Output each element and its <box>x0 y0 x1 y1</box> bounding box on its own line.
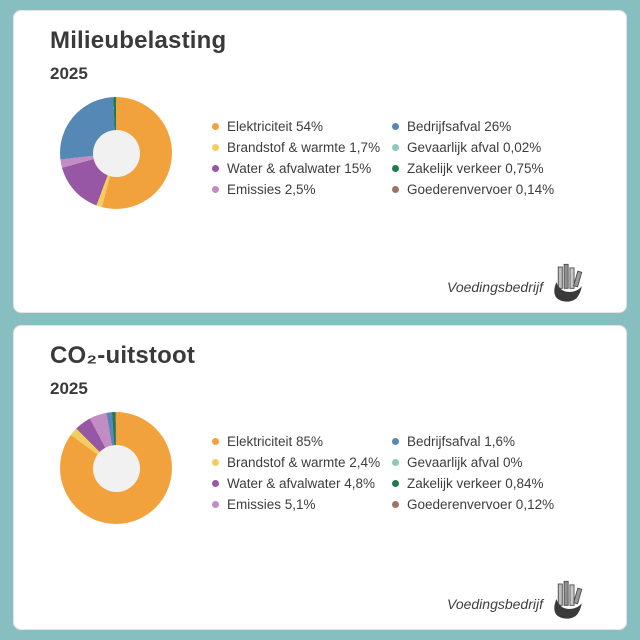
legend-label: Brandstof & warmte 2,4% <box>227 455 381 470</box>
legend-swatch-icon <box>212 501 219 508</box>
brand: Voedingsbedrijf <box>447 580 584 625</box>
legend-row: Gevaarlijk afval 0,02% <box>392 137 572 158</box>
legend-label: Gevaarlijk afval 0,02% <box>407 140 542 155</box>
milieubelasting-card: Milieubelasting 2025 Elektriciteit 54% B… <box>13 10 627 313</box>
legend-label: Water & afvalwater 4,8% <box>227 476 376 491</box>
hand-logo-icon <box>554 580 583 619</box>
brand-logo <box>552 580 584 625</box>
brand-name: Voedingsbedrijf <box>447 279 543 295</box>
legend-swatch-icon <box>392 144 399 151</box>
legend-swatch-icon <box>392 480 399 487</box>
legend-row: Elektriciteit 85% <box>212 431 392 452</box>
legend-row: Emissies 2,5% <box>212 179 392 200</box>
legend-row: Bedrijfsafval 1,6% <box>392 431 572 452</box>
legend-label: Emissies 5,1% <box>227 497 316 512</box>
legend-label: Bedrijfsafval 26% <box>407 119 512 134</box>
donut-chart <box>60 97 172 209</box>
card-year: 2025 <box>50 379 88 398</box>
legend-swatch-icon <box>212 480 219 487</box>
legend-row: Elektriciteit 54% <box>212 116 392 137</box>
legend: Elektriciteit 54% Brandstof & warmte 1,7… <box>212 116 572 200</box>
legend-swatch-icon <box>392 438 399 445</box>
legend-swatch-icon <box>212 144 219 151</box>
donut-hole <box>92 444 140 492</box>
legend-label: Goederenvervoer 0,12% <box>407 497 555 512</box>
donut-hole <box>92 129 140 177</box>
legend-swatch-icon <box>392 186 399 193</box>
donut-chart <box>60 412 172 524</box>
legend-label: Emissies 2,5% <box>227 182 316 197</box>
legend: Elektriciteit 85% Brandstof & warmte 2,4… <box>212 431 572 515</box>
legend-row: Zakelijk verkeer 0,84% <box>392 473 572 494</box>
legend-label: Brandstof & warmte 1,7% <box>227 140 381 155</box>
legend-row: Brandstof & warmte 1,7% <box>212 137 392 158</box>
legend-swatch-icon <box>392 123 399 130</box>
legend-row: Goederenvervoer 0,14% <box>392 179 572 200</box>
brand-name: Voedingsbedrijf <box>447 596 543 612</box>
legend-label: Bedrijfsafval 1,6% <box>407 434 516 449</box>
legend-swatch-icon <box>392 459 399 466</box>
legend-label: Zakelijk verkeer 0,84% <box>407 476 544 491</box>
legend-row: Zakelijk verkeer 0,75% <box>392 158 572 179</box>
legend-label: Elektriciteit 85% <box>227 434 324 449</box>
card-year: 2025 <box>50 64 88 83</box>
legend-label: Zakelijk verkeer 0,75% <box>407 161 544 176</box>
legend-column: Elektriciteit 54% Brandstof & warmte 1,7… <box>212 116 392 200</box>
legend-column: Bedrijfsafval 1,6% Gevaarlijk afval 0% Z… <box>392 431 572 515</box>
legend-swatch-icon <box>392 165 399 172</box>
legend-label: Gevaarlijk afval 0% <box>407 455 523 470</box>
legend-label: Goederenvervoer 0,14% <box>407 182 555 197</box>
legend-label: Elektriciteit 54% <box>227 119 324 134</box>
legend-column: Elektriciteit 85% Brandstof & warmte 2,4… <box>212 431 392 515</box>
hand-logo-icon <box>554 263 583 302</box>
card-title: CO₂-uitstoot <box>50 342 196 369</box>
legend-row: Water & afvalwater 4,8% <box>212 473 392 494</box>
legend-swatch-icon <box>212 459 219 466</box>
legend-row: Water & afvalwater 15% <box>212 158 392 179</box>
legend-swatch-icon <box>212 165 219 172</box>
legend-row: Brandstof & warmte 2,4% <box>212 452 392 473</box>
legend-row: Gevaarlijk afval 0% <box>392 452 572 473</box>
legend-row: Goederenvervoer 0,12% <box>392 494 572 515</box>
brand-logo <box>552 263 584 308</box>
legend-row: Bedrijfsafval 26% <box>392 116 572 137</box>
legend-swatch-icon <box>392 501 399 508</box>
legend-swatch-icon <box>212 123 219 130</box>
legend-label: Water & afvalwater 15% <box>227 161 372 176</box>
legend-column: Bedrijfsafval 26% Gevaarlijk afval 0,02%… <box>392 116 572 200</box>
legend-row: Emissies 5,1% <box>212 494 392 515</box>
legend-swatch-icon <box>212 186 219 193</box>
card-title: Milieubelasting <box>50 27 227 54</box>
legend-swatch-icon <box>212 438 219 445</box>
co2-uitstoot-card: CO₂-uitstoot 2025 Elektriciteit 85% Bran… <box>13 325 627 630</box>
brand: Voedingsbedrijf <box>447 263 584 308</box>
